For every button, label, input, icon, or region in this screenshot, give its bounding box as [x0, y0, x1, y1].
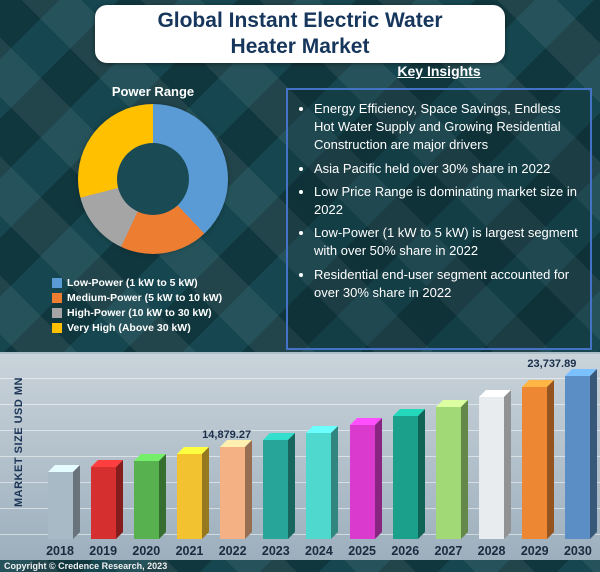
- bar-face: [349, 425, 375, 539]
- key-insight-item: Energy Efficiency, Space Savings, Endles…: [314, 100, 582, 155]
- legend-item: High-Power (10 kW to 30 kW): [52, 307, 222, 319]
- bar-face: [133, 461, 159, 539]
- bar-side-face: [590, 369, 598, 539]
- legend-label: Very High (Above 30 kW): [67, 322, 191, 334]
- legend-swatch: [52, 323, 62, 333]
- bar-side-face: [201, 447, 209, 539]
- key-insight-item: Low-Power (1 kW to 5 kW) is largest segm…: [314, 224, 582, 260]
- bar-group: 2020: [130, 454, 166, 558]
- x-axis-label: 2021: [175, 544, 204, 558]
- bar-group: 2026: [389, 409, 425, 558]
- bar-side-face: [245, 440, 253, 539]
- bar-2026: [392, 409, 425, 539]
- bar-group: 2028: [476, 390, 512, 558]
- bar-face: [176, 454, 202, 539]
- bar-face: [479, 397, 505, 539]
- key-insights-list: Energy Efficiency, Space Savings, Endles…: [294, 100, 582, 302]
- x-axis-label: 2022: [218, 544, 247, 558]
- bars-row: 2018 2019 2020 2021 14,879.27 2022 2023 2024 202…: [44, 358, 598, 558]
- x-axis-label: 2029: [520, 544, 549, 558]
- bar-group: 2024: [303, 426, 339, 558]
- bar-data-label: 14,879.27: [202, 429, 252, 441]
- bar-group: 14,879.27 2022: [202, 429, 253, 558]
- bar-side-face: [158, 454, 166, 539]
- key-insight-item: Low Price Range is dominating market siz…: [314, 183, 582, 219]
- bar-side-face: [504, 390, 512, 539]
- x-axis-label: 2028: [477, 544, 506, 558]
- bar-face: [90, 467, 116, 539]
- power-range-donut: [78, 104, 228, 254]
- copyright-text: Copyright © Credence Research, 2023: [4, 561, 168, 571]
- bar-side-face: [331, 426, 339, 539]
- bar-face: [306, 433, 332, 539]
- bar-2024: [306, 426, 339, 539]
- bar-chart-panel: MARKET SIZE USD MN 2018 2019 2020 2021 14,87…: [0, 352, 600, 560]
- title-card: Global Instant Electric Water Heater Mar…: [95, 5, 505, 63]
- key-insight-item: Residential end-user segment accounted f…: [314, 266, 582, 302]
- bar-2029: [522, 380, 555, 539]
- x-axis-label: 2018: [46, 544, 74, 558]
- bar-face: [435, 407, 461, 539]
- key-insights-heading: Key Insights: [397, 63, 481, 79]
- bar-side-face: [460, 400, 468, 539]
- bar-group: 2027: [432, 400, 468, 558]
- x-axis-label: 2019: [89, 544, 118, 558]
- bar-side-face: [288, 433, 296, 539]
- key-insights-box: Energy Efficiency, Space Savings, Endles…: [286, 88, 592, 350]
- bar-face: [220, 447, 246, 539]
- bar-2019: [90, 460, 123, 539]
- legend-label: Low-Power (1 kW to 5 kW): [67, 277, 198, 289]
- bar-group: 2018: [44, 465, 80, 558]
- x-axis-label: 2030: [563, 544, 592, 558]
- legend-swatch: [52, 308, 62, 318]
- bar-side-face: [417, 409, 425, 539]
- bar-side-face: [115, 460, 123, 539]
- power-range-legend: Low-Power (1 kW to 5 kW) Medium-Power (5 …: [52, 277, 222, 334]
- bar-2018: [47, 465, 80, 539]
- y-axis-title: MARKET SIZE USD MN: [13, 377, 25, 507]
- bar-2025: [349, 418, 382, 539]
- legend-label: High-Power (10 kW to 30 kW): [67, 307, 212, 319]
- donut-hole: [117, 143, 189, 215]
- pie-chart-title: Power Range: [111, 84, 195, 99]
- x-axis-label: 2020: [132, 544, 161, 558]
- key-insight-item: Asia Pacific held over 30% share in 2022: [314, 160, 582, 178]
- legend-item: Medium-Power (5 kW to 10 kW): [52, 292, 222, 304]
- legend-swatch: [52, 293, 62, 303]
- bar-group: 23,737.89 2030: [527, 358, 598, 558]
- bar-data-label: 23,737.89: [527, 358, 577, 370]
- bar-face: [522, 387, 548, 539]
- bar-face: [47, 472, 73, 539]
- bar-face: [263, 440, 289, 539]
- x-axis-label: 2024: [305, 544, 333, 558]
- legend-item: Low-Power (1 kW to 5 kW): [52, 277, 222, 289]
- legend-label: Medium-Power (5 kW to 10 kW): [67, 292, 223, 304]
- legend-item: Very High (Above 30 kW): [52, 322, 222, 334]
- bar-face: [392, 416, 418, 539]
- bar-group: 2029: [519, 380, 555, 558]
- x-axis-label: 2023: [261, 544, 290, 558]
- bar-side-face: [374, 418, 382, 539]
- x-axis-label: 2027: [434, 544, 463, 558]
- bar-2027: [435, 400, 468, 539]
- bar-group: 2021: [173, 447, 209, 558]
- bar-face: [565, 376, 591, 539]
- legend-swatch: [52, 278, 62, 288]
- page-title: Global Instant Electric Water Heater Mar…: [157, 8, 443, 58]
- x-axis-label: 2025: [348, 544, 376, 558]
- bar-2030: [565, 369, 598, 539]
- bar-group: 2023: [260, 433, 296, 558]
- bar-2020: [133, 454, 166, 539]
- bar-group: 2025: [346, 418, 382, 558]
- x-axis-label: 2026: [391, 544, 420, 558]
- bar-2028: [479, 390, 512, 539]
- bar-2022: [220, 440, 253, 539]
- bar-side-face: [547, 380, 555, 539]
- bar-2023: [263, 433, 296, 539]
- bar-group: 2019: [87, 460, 123, 558]
- bar-side-face: [72, 465, 80, 539]
- bar-2021: [176, 447, 209, 539]
